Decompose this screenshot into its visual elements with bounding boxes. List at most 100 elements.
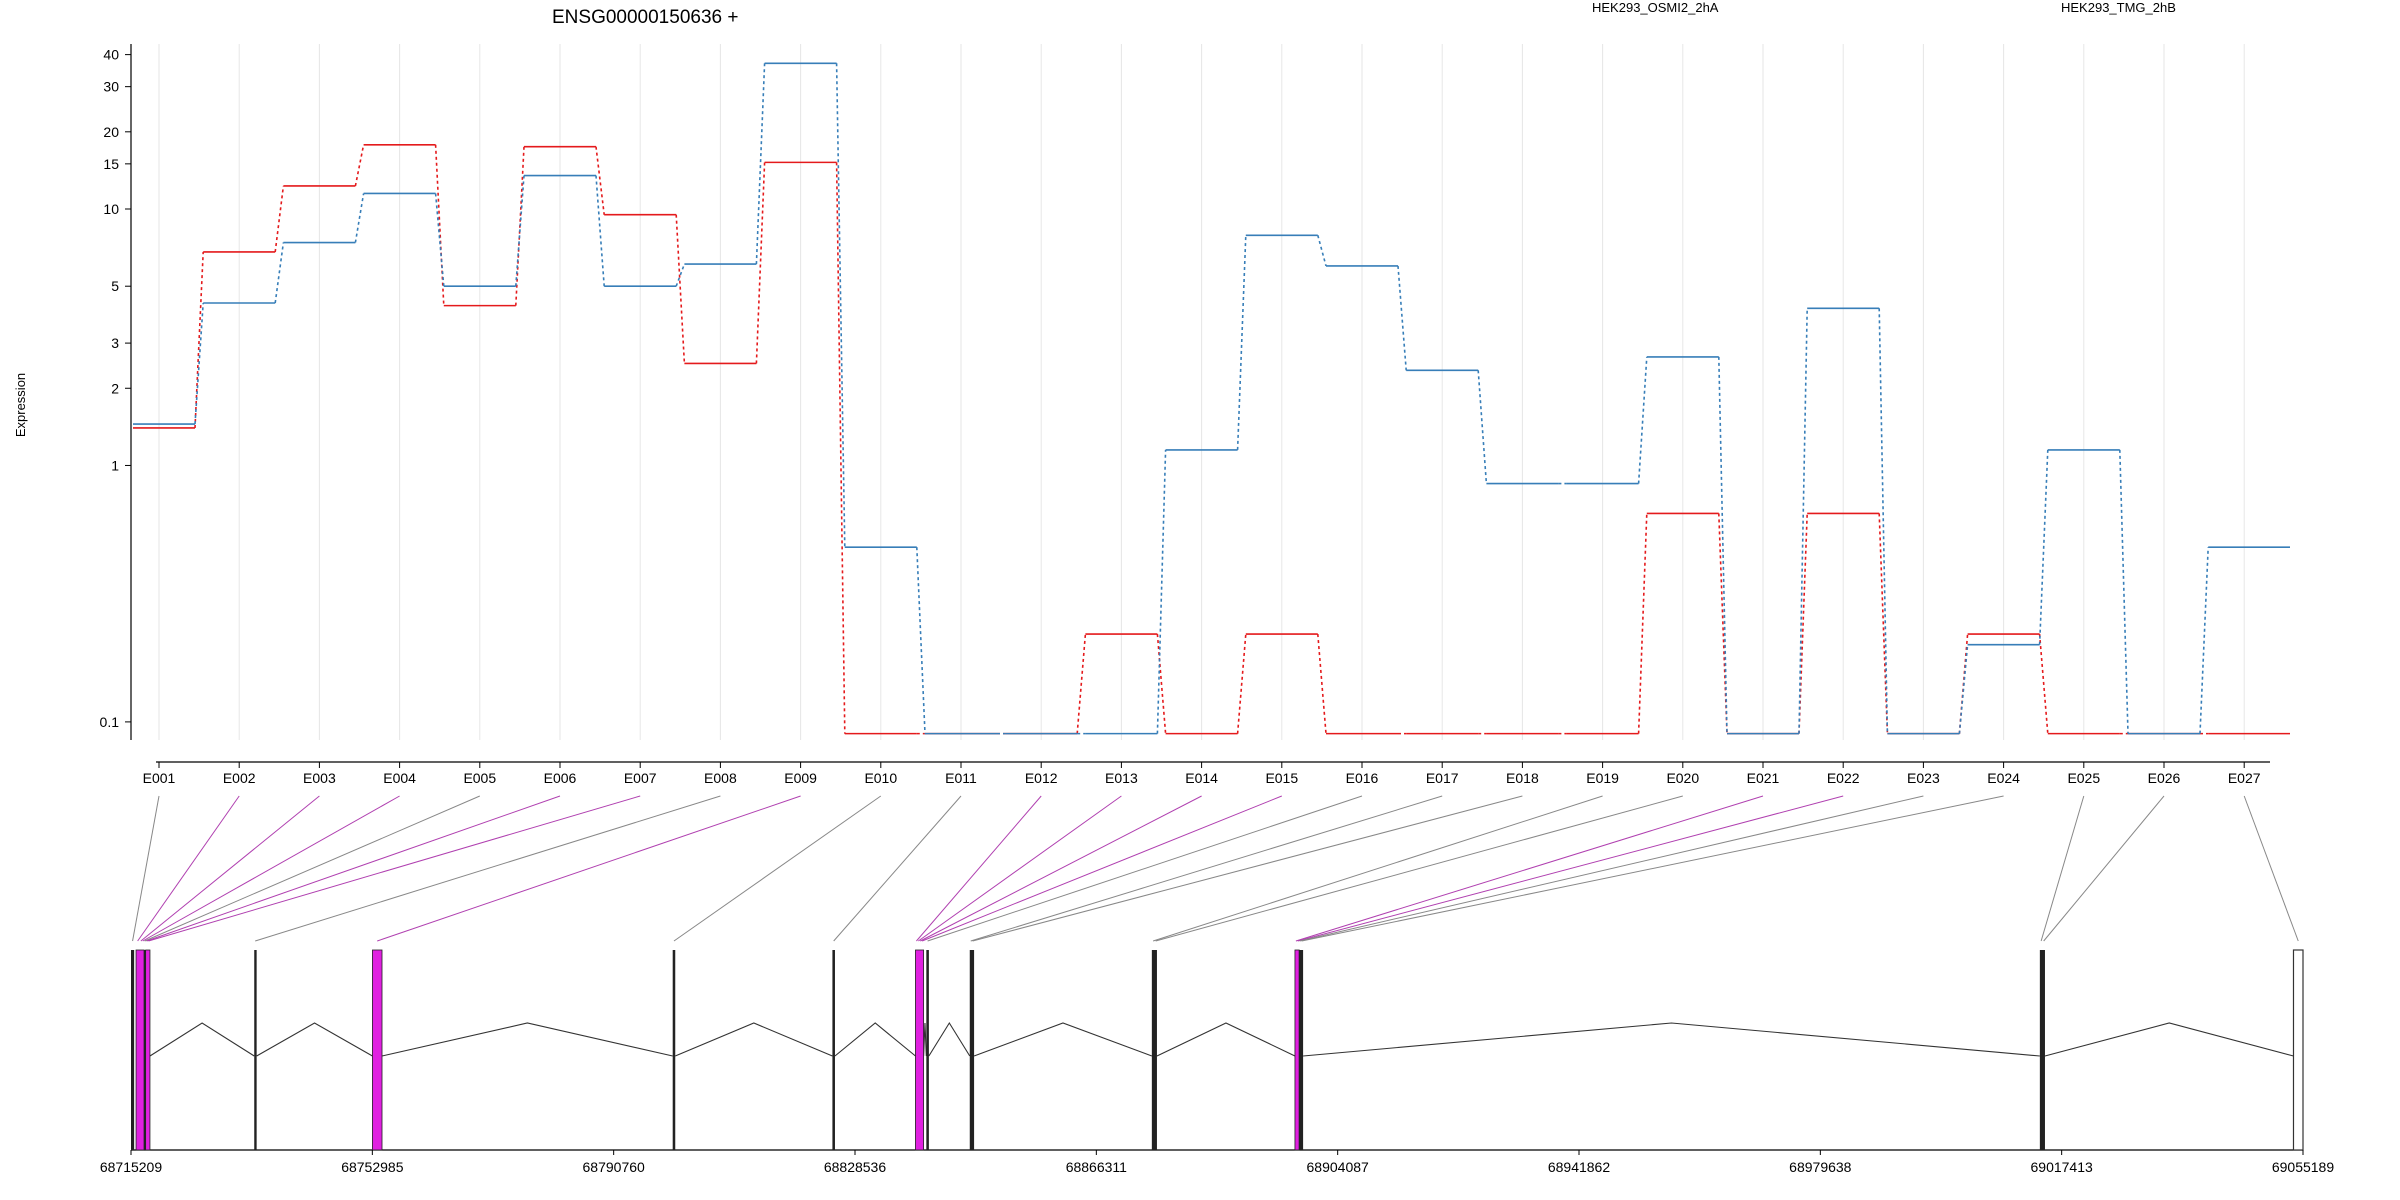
x-tick-label: E018 <box>1506 770 1539 786</box>
legend: HEK293_OSMI2_2hA HEK293_TMG_2hB <box>1592 0 2176 15</box>
series-lines <box>133 62 2290 735</box>
exon-block <box>915 949 925 1151</box>
series-b-transition <box>194 302 204 425</box>
x-tick-label: E020 <box>1666 770 1699 786</box>
series-a-transition <box>2038 634 2049 734</box>
series-a-transition <box>675 214 686 364</box>
series-b-transition <box>835 63 846 548</box>
x-ticks: E001 E002 E003 E004 E005 E006 E007 E008 E009 E010… <box>143 762 2261 786</box>
exon-connector <box>2243 795 2299 942</box>
legend-item-series-b: HEK293_TMG_2hB <box>2061 0 2176 15</box>
coord-label: 68979638 <box>1789 1159 1852 1175</box>
x-tick-label: E001 <box>143 770 176 786</box>
series-a-transition <box>1317 634 1327 734</box>
series-a-transition <box>434 144 445 306</box>
coord-label: 68790760 <box>583 1159 646 1175</box>
y-tick-label: 1 <box>111 457 119 473</box>
exon-connector <box>140 795 320 942</box>
x-tick-label: E022 <box>1827 770 1860 786</box>
exon-block <box>131 950 135 1150</box>
series-b-transition <box>1317 235 1327 267</box>
x-tick-label: E024 <box>1987 770 2020 786</box>
exon-connector <box>916 795 1042 942</box>
legend-item-series-a: HEK293_OSMI2_2hA <box>1592 0 1719 15</box>
y-tick-label: 3 <box>111 335 119 351</box>
series-a-transition <box>1718 513 1728 734</box>
coord-label: 68715209 <box>100 1159 163 1175</box>
coord-label: 68752985 <box>341 1159 404 1175</box>
series-b-transition <box>595 175 605 287</box>
coord-label: 69017413 <box>2031 1159 2094 1175</box>
exon-connectors <box>132 795 2299 942</box>
intron <box>256 1022 373 1057</box>
exon-connector <box>2040 795 2085 942</box>
series-a-transition <box>1076 634 1087 734</box>
y-tick-label: 40 <box>103 47 119 63</box>
series-b-transition <box>2119 449 2129 734</box>
y-tick-label: 20 <box>103 124 119 140</box>
y-ticks: 0.1 1 2 3 5 10 15 20 30 40 <box>100 47 131 730</box>
exon-block <box>832 950 835 1150</box>
series-b-transition <box>434 193 445 287</box>
series-b-transition <box>1236 235 1247 450</box>
series-a-transition <box>595 146 605 215</box>
exon-connector <box>972 795 1523 942</box>
exon-block <box>145 949 151 1151</box>
exon-block <box>254 950 257 1150</box>
x-tick-label: E017 <box>1426 770 1459 786</box>
exon-connector <box>1301 795 2004 942</box>
x-tick-label: E002 <box>223 770 256 786</box>
series-b-transition <box>1718 356 1728 734</box>
series-a-transition <box>1236 634 1247 734</box>
series-a-transition <box>1637 513 1648 734</box>
coord-label: 68828536 <box>824 1159 887 1175</box>
gene-model <box>131 949 2304 1151</box>
series-b-transition <box>2038 449 2049 645</box>
exon-block <box>2292 949 2304 1151</box>
series-b-transition <box>1397 265 1407 371</box>
vertical-grid <box>158 44 2245 740</box>
y-tick-label: 15 <box>103 156 119 172</box>
y-tick-label: 10 <box>103 201 119 217</box>
x-tick-label: E007 <box>624 770 657 786</box>
series-a-transition <box>274 185 285 253</box>
series-b-transition <box>2199 547 2209 734</box>
exon-block <box>1294 949 1300 1151</box>
exon-block <box>135 949 145 1151</box>
exon-connector <box>377 795 801 942</box>
coord-label: 68866311 <box>1066 1159 1127 1175</box>
exon-connector <box>137 795 240 942</box>
x-tick-label: E005 <box>463 770 496 786</box>
x-tick-label: E004 <box>383 770 416 786</box>
exon-connector <box>1299 795 1924 942</box>
x-tick-label: E013 <box>1105 770 1138 786</box>
exon-connector <box>255 795 721 942</box>
y-tick-label: 5 <box>111 278 119 294</box>
coord-label: 69055189 <box>2272 1159 2335 1175</box>
exon-connector <box>2043 795 2165 942</box>
axes <box>130 44 2270 763</box>
x-tick-label: E009 <box>784 770 817 786</box>
series-a-transition <box>354 144 365 187</box>
series-a-transition <box>755 162 766 364</box>
exon-connector <box>921 795 1282 942</box>
exon-connector <box>1152 795 1603 942</box>
series-b-transition <box>675 263 686 287</box>
exon-connector <box>1295 795 1764 942</box>
x-tick-label: E014 <box>1185 770 1218 786</box>
exon-block <box>2039 950 2045 1150</box>
x-tick-label: E011 <box>945 770 977 786</box>
exon-connector <box>132 795 160 942</box>
intron <box>149 1022 255 1057</box>
exon-connector <box>927 795 1363 942</box>
exon-connector <box>146 795 561 942</box>
exon-connector <box>148 795 641 942</box>
exon-block <box>143 950 147 1150</box>
x-tick-label: E003 <box>303 770 336 786</box>
exon-connector <box>970 795 1443 942</box>
exon-block <box>1151 950 1157 1150</box>
exon-connector <box>142 795 400 942</box>
y-tick-label: 0.1 <box>100 714 120 730</box>
intron <box>1156 1022 1296 1057</box>
series-a-transition <box>835 162 846 734</box>
